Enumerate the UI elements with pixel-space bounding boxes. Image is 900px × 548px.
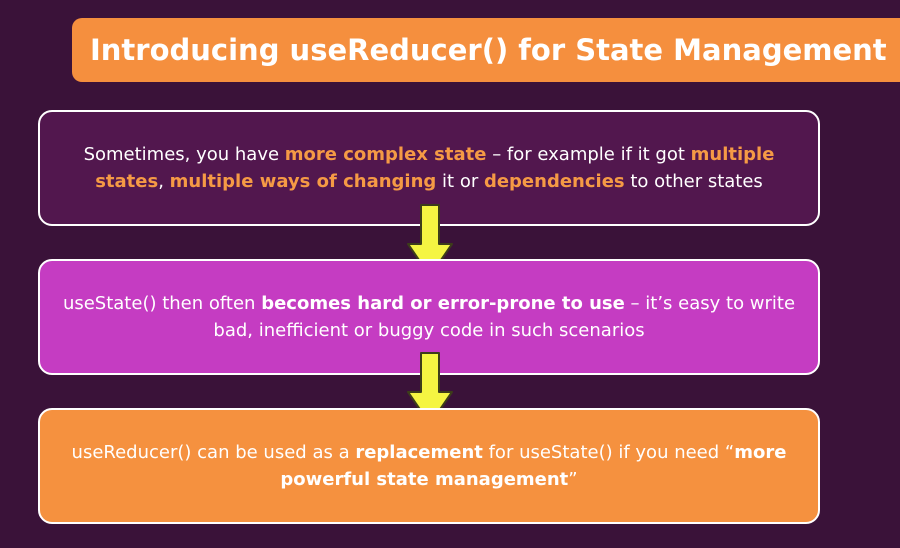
box3-bold-replacement: replacement — [355, 442, 483, 463]
box3-text-2: for useState() if you need “ — [482, 442, 735, 463]
box3-text-3: ” — [568, 469, 578, 490]
box2-bold-hard-error-prone: becomes hard or error-prone to use — [261, 293, 625, 314]
box1-text-1: Sometimes, you have — [83, 144, 285, 165]
box-complex-state: Sometimes, you have more complex state –… — [38, 110, 820, 226]
slide-title: Introducing useReducer() for State Manag… — [90, 33, 887, 67]
box3-bold-powerful-state: more powerful state management — [280, 442, 787, 490]
box1-text-3: , — [158, 171, 170, 192]
box2-text-1: useState() then often — [62, 293, 262, 314]
box1-highlight-complex-state: more complex state — [284, 144, 487, 165]
box1-highlight-multiple-ways: multiple ways of changing — [169, 171, 437, 192]
box1-text-2: – for example if it got — [486, 144, 691, 165]
box1-text-4: it or — [436, 171, 484, 192]
box3-text-1: useReducer() can be used as a — [71, 442, 356, 463]
title-banner: Introducing useReducer() for State Manag… — [72, 18, 900, 82]
box1-highlight-multiple-states: multiple states — [95, 144, 775, 192]
box1-text-5: to other states — [624, 171, 763, 192]
box-usereducer-replacement: useReducer() can be used as a replacemen… — [38, 408, 820, 524]
box2-text-2: – it’s easy to write bad, inefficient or… — [213, 293, 796, 341]
box1-highlight-dependencies: dependencies — [483, 171, 625, 192]
